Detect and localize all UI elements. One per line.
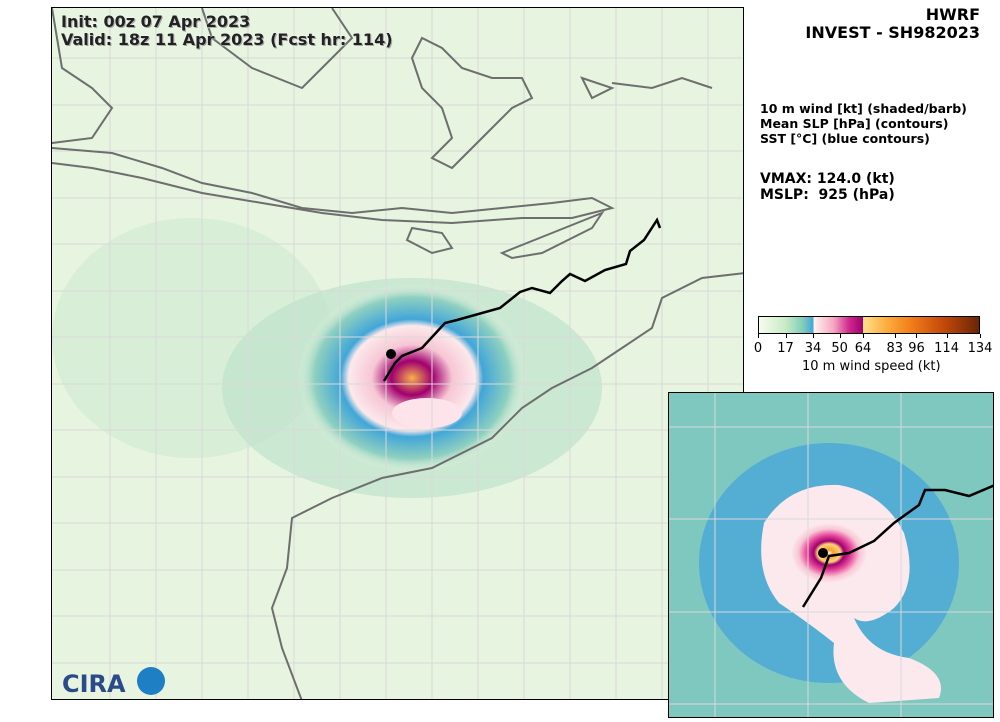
colorbar-tick-mark	[758, 334, 759, 338]
model-name: HWRF	[925, 5, 980, 24]
wind-colorbar	[758, 316, 980, 334]
colorbar-tick-label: 64	[854, 341, 872, 356]
forecast-track	[382, 217, 662, 382]
colorbar-tick-mark	[916, 334, 918, 338]
inset-zoom-map	[668, 392, 994, 718]
inset-canvas	[669, 393, 993, 717]
colorbar-tick-label: 17	[777, 341, 794, 356]
field-sst: SST [°C] (blue contours)	[760, 131, 930, 146]
colorbar-tick-mark	[839, 334, 841, 338]
field-slp: Mean SLP [hPa] (contours)	[760, 116, 949, 131]
colorbar-tick-mark	[863, 334, 864, 338]
valid-time: Valid: 18z 11 Apr 2023 (Fcst hr: 114)	[61, 30, 393, 49]
colorbar-tick-label: 83	[886, 341, 904, 356]
colorbar-tick-mark	[813, 334, 814, 338]
mslp-value: MSLP: 925 (hPa)	[760, 187, 895, 203]
colorbar-tick-label: 50	[831, 341, 848, 356]
colorbar-tick-mark	[785, 334, 787, 338]
cira-logo: CIRA	[62, 667, 165, 698]
colorbar-tick-label: 114	[934, 341, 959, 356]
colorbar-tick-label: 96	[908, 341, 925, 356]
coastlines	[52, 8, 743, 699]
colorbar-tick-label: 0	[753, 341, 763, 356]
vmax-value: VMAX: 124.0 (kt)	[760, 171, 895, 187]
colorbar-tick-mark	[894, 334, 896, 338]
map-canvas: CIRA	[52, 8, 743, 699]
colorbar-label: 10 m wind speed (kt)	[802, 359, 941, 374]
field-wind: 10 m wind [kt] (shaded/barb)	[760, 101, 967, 116]
inset-storm-center	[818, 548, 828, 558]
storm-center-marker	[386, 349, 396, 359]
storm-name: INVEST - SH982023	[805, 23, 980, 42]
colorbar-tick-label: 134	[967, 341, 993, 356]
colorbar-tick-label: 34	[804, 341, 822, 356]
grid-lines	[52, 8, 743, 699]
main-map: CIRA Init: 00z 07 Apr 2023 Valid: 18z 11…	[51, 7, 744, 700]
storm-wind-shading	[297, 283, 527, 473]
init-time: Init: 00z 07 Apr 2023	[61, 12, 251, 31]
colorbar-tick-mark	[946, 334, 948, 338]
colorbar-tick-mark	[980, 334, 981, 338]
inset-forecast-track	[801, 484, 993, 608]
cira-logo-text: CIRA	[62, 670, 126, 698]
ramm-logo	[137, 667, 165, 695]
